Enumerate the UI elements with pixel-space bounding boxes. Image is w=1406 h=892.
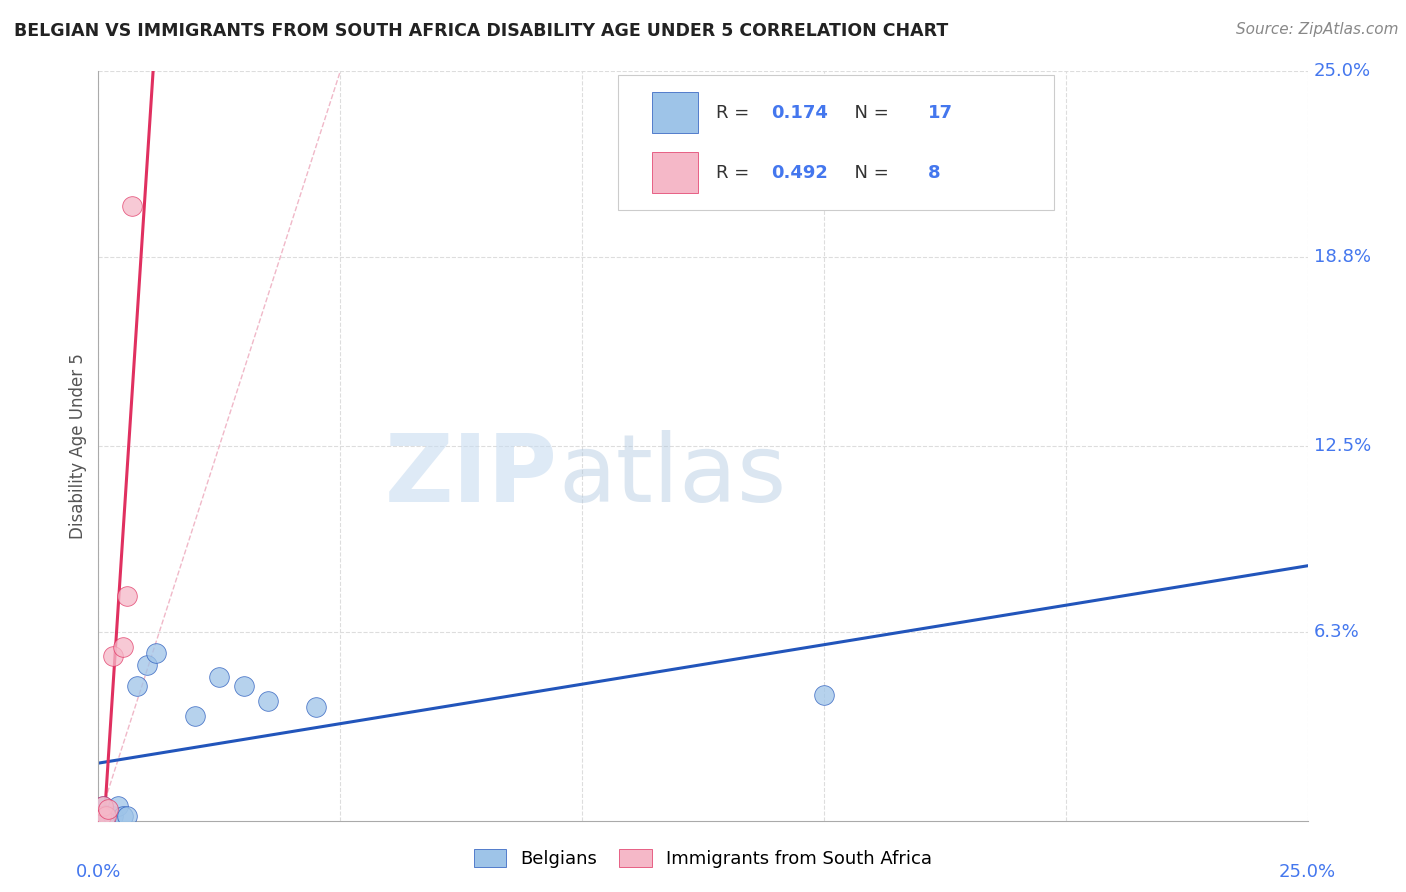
Point [145, 646, 167, 660]
Point [135, 657, 157, 672]
Point [111, 640, 134, 654]
Y-axis label: Disability Age Under 5: Disability Age Under 5 [69, 353, 87, 539]
Point [813, 688, 835, 702]
Text: 0.0%: 0.0% [76, 863, 121, 880]
Text: Source: ZipAtlas.com: Source: ZipAtlas.com [1236, 22, 1399, 37]
Legend: Belgians, Immigrants from South Africa: Belgians, Immigrants from South Africa [467, 842, 939, 875]
Text: 18.8%: 18.8% [1313, 248, 1371, 266]
Text: 0.174: 0.174 [770, 103, 828, 121]
Point [90, 809, 112, 823]
Point [101, 809, 124, 823]
Text: 0.492: 0.492 [770, 163, 828, 181]
Point [121, 199, 143, 213]
FancyBboxPatch shape [652, 152, 699, 193]
FancyBboxPatch shape [652, 92, 699, 133]
Text: 25.0%: 25.0% [1279, 863, 1336, 880]
FancyBboxPatch shape [619, 75, 1053, 210]
Text: 25.0%: 25.0% [1313, 62, 1371, 80]
Text: 12.5%: 12.5% [1313, 437, 1371, 455]
Point [127, 679, 149, 693]
Text: R =: R = [716, 163, 755, 181]
Text: ZIP: ZIP [385, 430, 558, 522]
Text: 17: 17 [928, 103, 953, 121]
Text: atlas: atlas [558, 430, 786, 522]
Point [232, 679, 254, 693]
Text: N =: N = [844, 163, 894, 181]
Text: 8: 8 [928, 163, 941, 181]
Point [97, 802, 120, 816]
Point [91, 798, 114, 813]
Point [90, 809, 112, 823]
Point [111, 809, 134, 823]
Point [94, 807, 117, 822]
Point [101, 648, 124, 663]
Text: 6.3%: 6.3% [1313, 623, 1360, 640]
Point [117, 589, 139, 603]
Point [305, 699, 328, 714]
Point [184, 708, 207, 723]
Point [117, 809, 139, 823]
Point [97, 809, 120, 823]
Text: R =: R = [716, 103, 755, 121]
Text: BELGIAN VS IMMIGRANTS FROM SOUTH AFRICA DISABILITY AGE UNDER 5 CORRELATION CHART: BELGIAN VS IMMIGRANTS FROM SOUTH AFRICA … [14, 22, 948, 40]
Point [107, 798, 129, 813]
Point [208, 670, 231, 684]
Text: N =: N = [844, 103, 894, 121]
Point [256, 694, 278, 708]
Point [91, 798, 114, 813]
Point [94, 809, 117, 823]
